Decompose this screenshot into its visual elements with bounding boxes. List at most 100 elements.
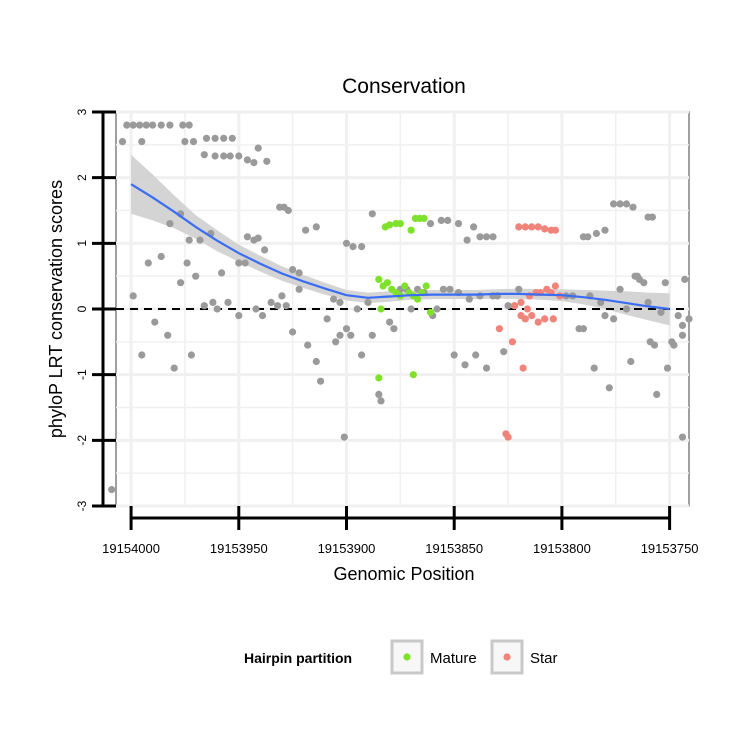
point-other [358, 243, 366, 251]
point-other [252, 305, 260, 313]
point-mature [383, 279, 391, 287]
point-other [592, 229, 601, 238]
point-other [670, 341, 678, 349]
point-other [243, 156, 251, 164]
point-other [295, 285, 303, 293]
chart-title: Conservation [342, 75, 466, 98]
point-other [444, 216, 452, 224]
point-other [200, 302, 208, 310]
point-other [622, 200, 631, 208]
x-tick-label: 19153850 [425, 541, 483, 556]
point-other [437, 216, 445, 224]
point-other [258, 312, 267, 320]
point-other [254, 234, 262, 242]
point-other [627, 357, 635, 366]
point-other [123, 121, 131, 129]
point-star [523, 305, 532, 313]
point-other [584, 233, 592, 241]
point-other [640, 279, 648, 287]
point-other [129, 121, 137, 129]
point-star [541, 225, 549, 233]
point-other [209, 298, 217, 306]
point-star [495, 325, 503, 333]
point-other [342, 325, 351, 333]
point-other [312, 357, 320, 366]
y-tick-label: 0 [75, 305, 89, 312]
point-other [386, 318, 394, 326]
point-other [202, 134, 211, 142]
point-other [149, 121, 157, 129]
point-other [192, 272, 200, 280]
point-other [211, 152, 219, 160]
point-star [534, 223, 542, 231]
point-other [579, 325, 588, 333]
point-other [439, 285, 447, 293]
y-axis: -3 -2 -1 0 1 2 3 [75, 108, 116, 511]
y-tick-label: 1 [75, 240, 89, 247]
x-tick-label: 19153950 [210, 541, 268, 556]
point-other [166, 121, 174, 129]
y-tick-label: 2 [75, 174, 89, 181]
point-other [342, 239, 351, 247]
y-tick-label: 3 [75, 108, 89, 115]
point-other [681, 275, 689, 283]
point-other [646, 338, 654, 346]
point-star [541, 315, 549, 323]
point-other [220, 134, 228, 142]
point-other [610, 315, 618, 323]
point-star [519, 364, 527, 372]
point-other [241, 259, 249, 267]
point-other [472, 351, 480, 359]
point-other [304, 341, 312, 349]
point-other [633, 272, 641, 280]
point-other [317, 377, 325, 385]
point-other [211, 134, 219, 142]
point-other [358, 351, 366, 359]
point-star [508, 338, 516, 346]
point-other [368, 210, 376, 218]
point-other [170, 364, 178, 372]
x-tick-label: 19153750 [641, 541, 699, 556]
point-other [336, 331, 344, 339]
point-other [446, 285, 454, 293]
point-other [330, 295, 338, 303]
point-other [340, 433, 348, 441]
point-other [657, 308, 665, 316]
point-mature [386, 221, 394, 229]
point-other [278, 292, 286, 300]
legend-title: Hairpin partition [244, 650, 352, 666]
point-other [302, 226, 310, 234]
point-other [284, 206, 292, 215]
point-mature [420, 214, 428, 222]
point-other [622, 305, 631, 313]
point-other [235, 259, 243, 267]
point-other [226, 152, 234, 160]
legend: Hairpin partition Mature Star [244, 639, 558, 675]
point-other [235, 152, 243, 160]
point-other [138, 351, 146, 359]
y-axis-label: phyloP LRT conservation scores [46, 180, 66, 438]
point-other [605, 384, 613, 392]
smooth-trend-line [130, 183, 670, 311]
y-tick-label: -3 [75, 500, 89, 511]
x-tick-label: 19154000 [102, 541, 160, 556]
point-other [504, 302, 512, 310]
point-mature [375, 275, 383, 283]
point-star [549, 315, 557, 323]
point-other [674, 312, 682, 320]
point-mature [426, 308, 435, 316]
point-star [551, 226, 560, 234]
point-other [282, 302, 290, 310]
point-other [644, 298, 652, 306]
legend-label-star: Star [530, 650, 558, 667]
point-other [166, 220, 174, 228]
point-mature [396, 220, 404, 228]
point-other [185, 121, 193, 129]
point-other [254, 144, 262, 152]
point-other [601, 312, 609, 320]
point-mature [414, 295, 422, 303]
point-other [515, 285, 523, 293]
point-other [213, 305, 221, 313]
legend-dot-mature [403, 653, 411, 661]
point-other [353, 305, 361, 313]
